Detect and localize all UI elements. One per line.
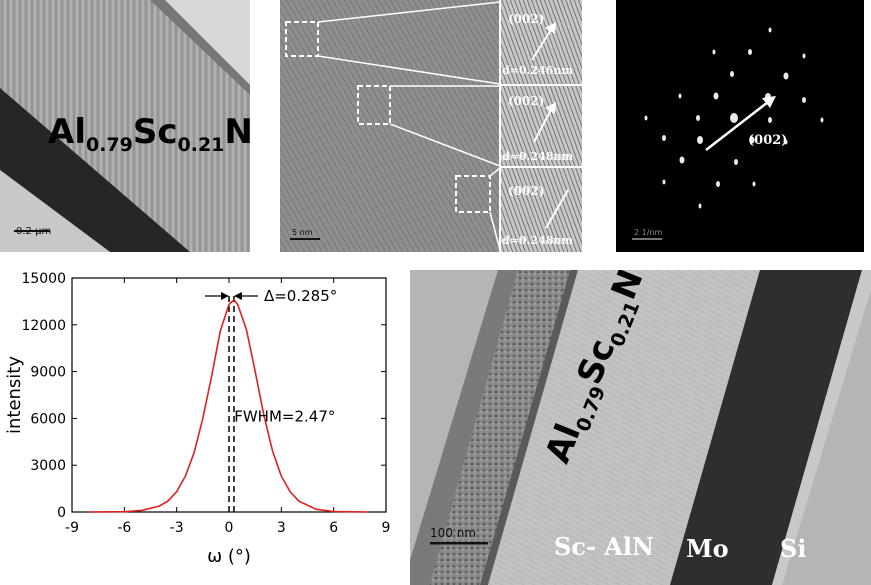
hrtem-inset-1-d: d≈0.246nm — [502, 64, 573, 77]
hrtem-panel: (002) d≈0.246nm (002) d≈0.248nm (002) d≈… — [280, 0, 582, 252]
x-tick-label: 0 — [225, 520, 234, 536]
tem-layers-image — [410, 270, 871, 585]
delta-annotation: Δ=0.285° — [264, 287, 337, 305]
hrtem-inset-2-d: d≈0.248nm — [502, 150, 573, 163]
y-tick-label: 9000 — [30, 365, 66, 381]
hrtem-inset-1-plane: (002) — [508, 12, 545, 26]
hrtem-image — [280, 0, 582, 252]
x-tick-label: -9 — [65, 520, 79, 536]
y-tick-label: 0 — [57, 505, 66, 521]
tem-overview-panel: Al0.79Sc0.21N 0.2 μm — [0, 0, 250, 252]
x-tick-label: 6 — [329, 520, 338, 536]
delta-arrowhead-right — [233, 292, 242, 300]
saed-plane-label: (002) — [748, 133, 788, 148]
hrtem-inset-3-d: d≈0.248nm — [502, 234, 573, 247]
y-tick-label: 3000 — [30, 458, 66, 474]
tem-layers-panel: Al0.79Sc0.21N 100 nm Sc- AlN Mo Si — [410, 270, 871, 585]
fwhm-annotation: FWHM=2.47° — [234, 408, 335, 426]
hrtem-scale-bar-label: 5 nm — [292, 228, 313, 237]
x-tick-label: 9 — [382, 520, 391, 536]
layer-label-mo: Mo — [686, 534, 729, 563]
hrtem-inset-3-plane: (002) — [508, 184, 545, 198]
x-tick-label: -6 — [117, 520, 131, 536]
tem-layers-scale-bar-label: 100 nm — [430, 526, 477, 540]
saed-panel: (002) 2 1/nm — [616, 0, 864, 252]
y-tick-label: 12000 — [21, 318, 66, 334]
series-line — [89, 298, 369, 513]
saed-scale-bar-label: 2 1/nm — [634, 228, 663, 237]
saed-pattern — [616, 0, 864, 252]
rocking-curve-chart: -9 -6 -3 0 3 6 9 0 3000 6000 9000 12000 15000 ω (°) … — [0, 262, 400, 585]
y-axis-label: intensity — [4, 356, 25, 434]
tem-overview-scale-bar-label: 0.2 μm — [16, 226, 52, 237]
tem-overview-formula: Al0.79Sc0.21N — [48, 112, 250, 156]
layer-label-scaln: Sc- AlN — [554, 532, 654, 561]
y-tick-label: 15000 — [21, 271, 66, 287]
x-tick-label: -3 — [170, 520, 184, 536]
x-tick-label: 3 — [277, 520, 286, 536]
tem-overview-image — [0, 0, 250, 252]
x-axis-label: ω (°) — [207, 546, 251, 567]
delta-arrowhead-left — [221, 292, 229, 300]
layer-label-si: Si — [780, 534, 807, 563]
hrtem-inset-2-plane: (002) — [508, 94, 545, 108]
y-tick-label: 6000 — [30, 411, 66, 427]
